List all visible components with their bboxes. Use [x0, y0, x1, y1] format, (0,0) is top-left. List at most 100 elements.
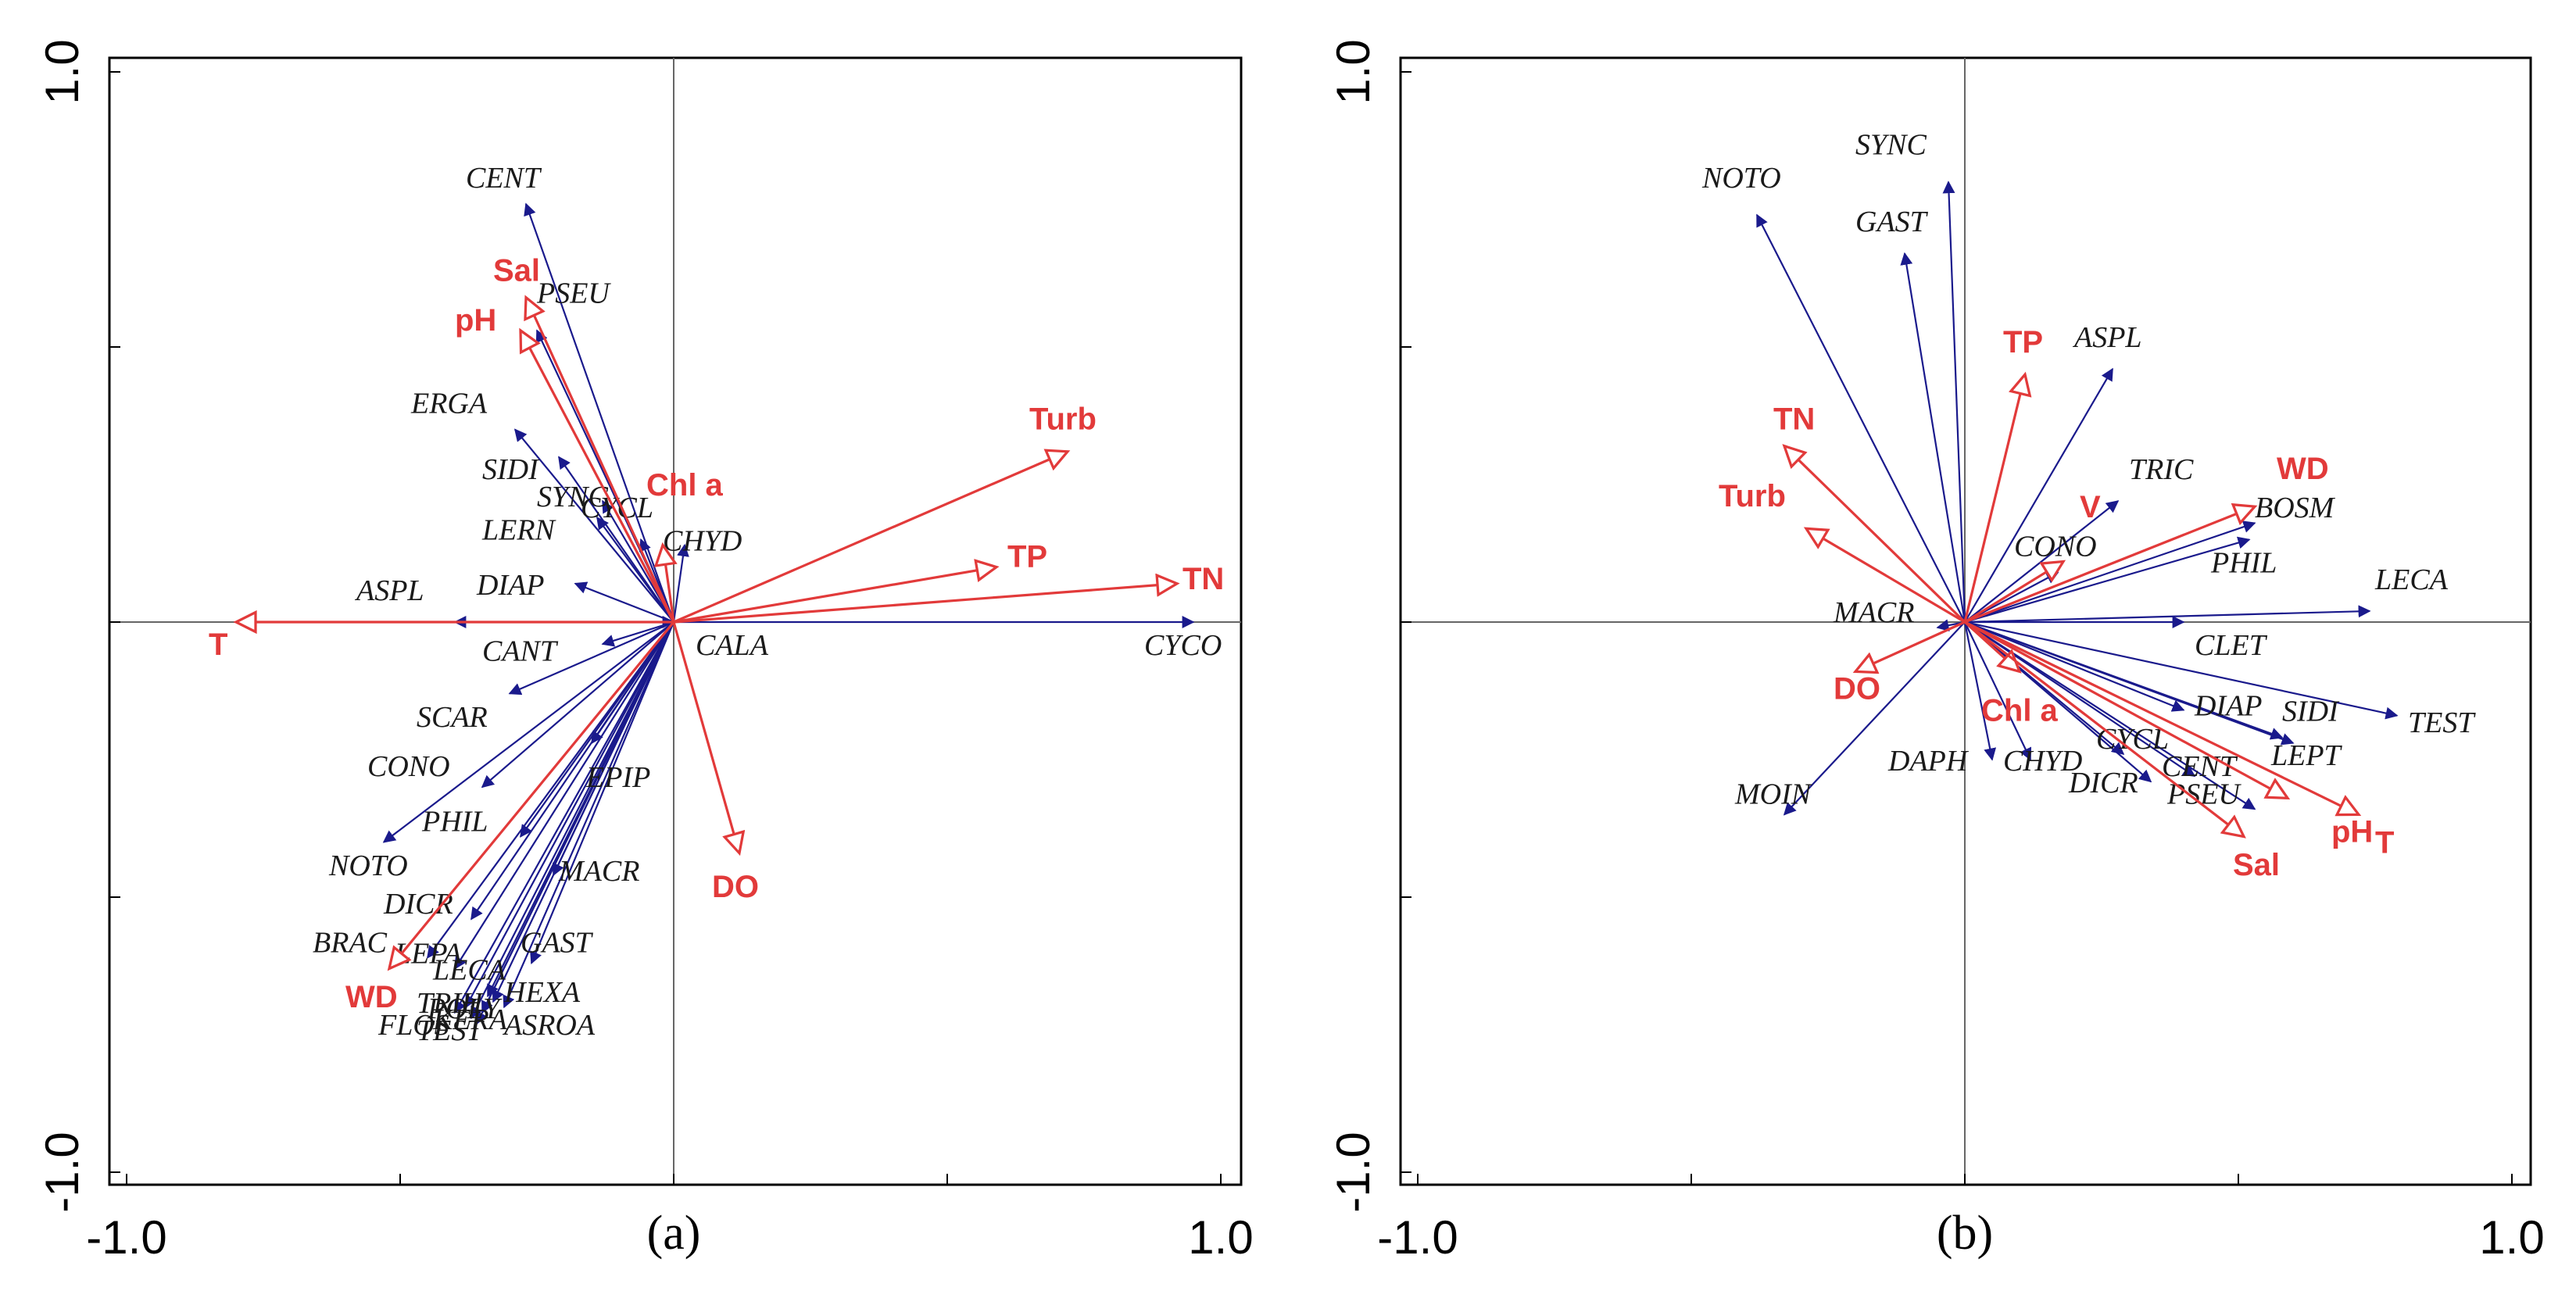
species-label-bosm: BOSM: [2255, 492, 2336, 524]
species-arrow-cono: [481, 621, 674, 789]
species-label-gast: GAST: [1855, 206, 1929, 238]
x-tick-label-min: -1.0: [1377, 1211, 1458, 1264]
species-label-cant: CANT: [482, 635, 559, 667]
species-arrow-chyd: [672, 543, 689, 623]
species-label-sidi: SIDI: [482, 453, 540, 486]
env-label-tn: TN: [1182, 562, 1224, 596]
biplot-panel-b: -1.0 1.0 1.0 -1.0 (b) NOTO SYNC GAST ASPL TR…: [1327, 39, 2545, 1264]
env-label-do: DO: [1834, 672, 1880, 706]
species-label-cent: CENT: [466, 162, 542, 195]
env-label-chl-a: Chl a: [646, 468, 724, 502]
env-arrow-wd: [1964, 506, 2255, 624]
env-label-tp: TP: [2003, 325, 2043, 359]
species-label-clet: CLET: [2195, 629, 2268, 662]
env-label-v: V: [2080, 490, 2101, 524]
species-arrow-gast: [1900, 252, 1966, 623]
species-label-cent: CENT: [2162, 750, 2238, 783]
species-arrow-noto: [382, 621, 674, 843]
env-label-wd: WD: [2277, 452, 2329, 486]
env-arrow-sal: [1964, 620, 2244, 837]
species-arrow-trih: [470, 621, 674, 1020]
x-tick-label-max: 1.0: [1188, 1211, 1253, 1264]
species-arrow-chyd: [1964, 621, 2032, 761]
env-arrow-v: [1964, 562, 2063, 624]
species-label-asroa: ASROA: [502, 1009, 596, 1042]
env-label-ph: pH: [455, 303, 496, 338]
species-label-sidi: SIDI: [2282, 696, 2340, 728]
env-arrow-t: [1964, 620, 2359, 814]
panel-label: (a): [647, 1207, 701, 1260]
environment-vectors: T Sal pH Chl a Turb TP TN DO WD: [209, 254, 1224, 1014]
species-label-hexa: HEXA: [503, 976, 581, 1009]
env-arrow-ph: [1964, 620, 2288, 798]
env-label-do: DO: [712, 870, 759, 904]
env-arrow-ph: [521, 331, 675, 623]
species-arrow-cent: [524, 202, 675, 623]
species-arrow-scar: [508, 620, 674, 696]
species-arrow-asroa: [492, 621, 674, 1003]
env-label-sal: Sal: [493, 254, 540, 288]
environment-vectors: TP TN Turb WD V DO Chl a Sal pH T: [1719, 325, 2394, 882]
species-label-cala: CALA: [696, 629, 769, 662]
env-arrow-tn: [1784, 446, 1966, 624]
species-label-phil: PHIL: [421, 806, 488, 839]
y-tick-label-max: 1.0: [36, 39, 88, 104]
axis-ticks: [109, 71, 1222, 1185]
y-tick-label-min: -1.0: [1327, 1132, 1379, 1212]
species-label-poly: POLY: [427, 992, 503, 1025]
species-label-moin: MOIN: [1734, 778, 1813, 810]
species-label-diap: DIAP: [2194, 690, 2263, 723]
species-label-kera: KERA: [432, 1003, 508, 1036]
species-arrow-aspl: [1964, 367, 2113, 623]
env-arrow-tp: [673, 567, 996, 624]
species-label-brac: BRAC: [313, 926, 388, 959]
species-label-chyd: CHYD: [2003, 745, 2082, 778]
species-arrow-bosm: [1964, 520, 2256, 624]
axis-ticks: [1401, 71, 2513, 1185]
species-label-pseu: PSEU: [536, 277, 611, 310]
env-label-sal: Sal: [2233, 848, 2280, 882]
species-label-flos: FLOS: [377, 1009, 449, 1042]
species-label-macr: MACR: [558, 855, 639, 888]
species-arrow-test: [465, 621, 674, 1009]
env-arrow-tp: [1963, 374, 2025, 623]
species-label-noto: NOTO: [328, 849, 408, 882]
species-arrow-sync: [1942, 181, 1966, 623]
species-arrow-cant: [601, 620, 674, 647]
species-arrow-daph: [1963, 621, 1997, 761]
species-label-test: TEST: [417, 1014, 485, 1047]
env-label-turb: Turb: [1029, 402, 1097, 437]
biplot-panel-a: -1.0 1.0 1.0 -1.0 (a) CENT PSEU ERGA SIDISY…: [36, 39, 1254, 1264]
species-label-leca: LECA: [2374, 563, 2449, 596]
env-arrow-wd: [389, 620, 675, 969]
env-label-chl-a: Chl a: [1981, 694, 2059, 728]
species-label-lern: LERN: [481, 513, 557, 546]
species-label-erga: ERGA: [410, 387, 488, 420]
y-tick-label-min: -1.0: [36, 1132, 88, 1212]
env-arrow-chl-a: [663, 545, 674, 623]
species-arrow-brac: [427, 621, 674, 959]
species-arrow-lepa: [454, 621, 674, 970]
species-arrow-lern: [596, 516, 674, 623]
species-label-lept: LEPT: [2270, 739, 2343, 772]
species-label-sync: SYNC: [537, 481, 608, 513]
species-label-test: TEST: [2408, 706, 2476, 739]
env-label-tp: TP: [1007, 540, 1047, 574]
species-label-tric: TRIC: [2129, 453, 2194, 486]
env-label-t: T: [209, 628, 227, 662]
env-label-turb: Turb: [1719, 479, 1786, 513]
species-label-daph: DAPH: [1887, 745, 1970, 778]
species-arrow-lept: [1964, 620, 2295, 746]
env-label-t: T: [2375, 826, 2394, 860]
species-arrow-test: [1964, 620, 2399, 720]
species-label-noto: NOTO: [1701, 162, 1781, 195]
species-label-cono: CONO: [2014, 531, 2097, 563]
species-label-phil: PHIL: [2210, 547, 2277, 580]
species-arrow-moin: [1783, 621, 1966, 816]
species-arrow-leca: [1964, 605, 2371, 624]
x-tick-label-min: -1.0: [86, 1211, 166, 1264]
species-label-diap: DIAP: [476, 569, 545, 602]
species-label-gast: GAST: [521, 926, 594, 959]
